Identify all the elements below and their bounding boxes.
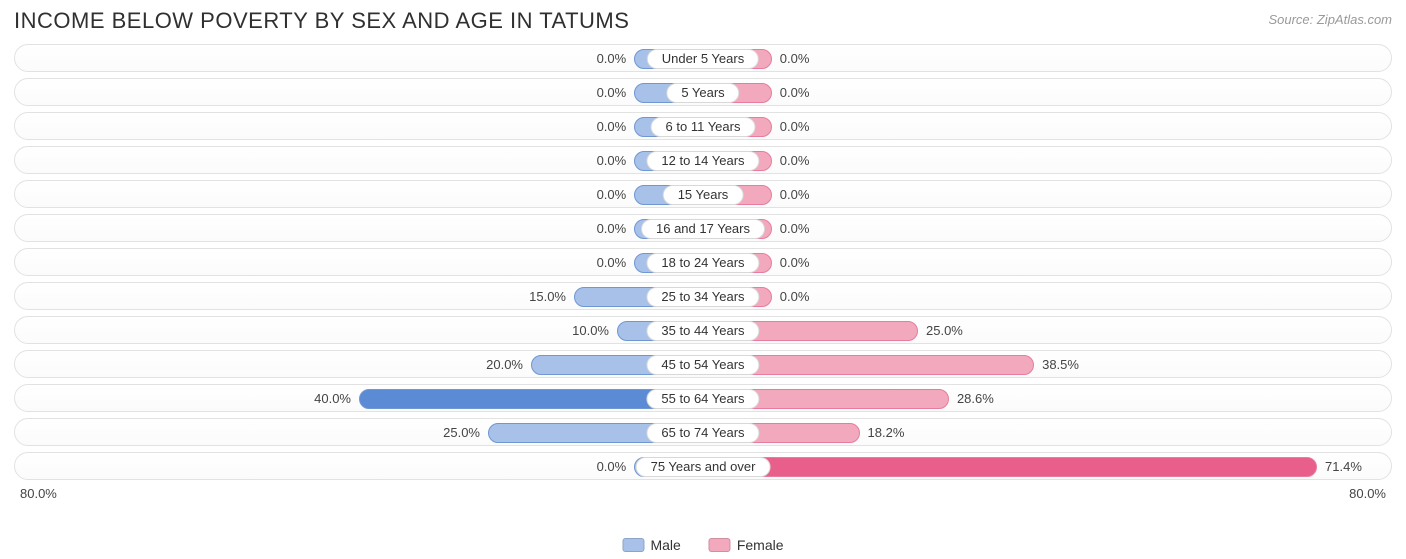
female-bar <box>703 457 1317 477</box>
female-value-label: 0.0% <box>780 79 810 107</box>
chart-row: 0.0% 0.0% 12 to 14 Years <box>14 146 1392 174</box>
chart-row: 0.0% 0.0% 5 Years <box>14 78 1392 106</box>
chart-row: 0.0% 0.0% 18 to 24 Years <box>14 248 1392 276</box>
category-label: 65 to 74 Years <box>646 423 759 443</box>
chart-source: Source: ZipAtlas.com <box>1268 12 1392 27</box>
male-value-label: 0.0% <box>597 147 627 175</box>
category-label: 25 to 34 Years <box>646 287 759 307</box>
poverty-by-sex-age-chart: INCOME BELOW POVERTY BY SEX AND AGE IN T… <box>0 0 1406 559</box>
legend: Male Female <box>622 537 783 553</box>
legend-male-label: Male <box>650 537 680 553</box>
category-label: 18 to 24 Years <box>646 253 759 273</box>
chart-row: 0.0% 0.0% 16 and 17 Years <box>14 214 1392 242</box>
male-value-label: 10.0% <box>572 317 609 345</box>
male-swatch-icon <box>622 538 644 552</box>
chart-row: 20.0% 38.5% 45 to 54 Years <box>14 350 1392 378</box>
male-value-label: 0.0% <box>597 45 627 73</box>
female-value-label: 28.6% <box>957 385 994 413</box>
chart-row: 0.0% 0.0% 6 to 11 Years <box>14 112 1392 140</box>
chart-header: INCOME BELOW POVERTY BY SEX AND AGE IN T… <box>14 8 1392 34</box>
male-value-label: 15.0% <box>529 283 566 311</box>
female-value-label: 0.0% <box>780 215 810 243</box>
male-value-label: 20.0% <box>486 351 523 379</box>
chart-row: 0.0% 71.4% 75 Years and over <box>14 452 1392 480</box>
male-value-label: 0.0% <box>597 249 627 277</box>
female-swatch-icon <box>709 538 731 552</box>
category-label: 45 to 54 Years <box>646 355 759 375</box>
axis-labels: 80.0% 80.0% <box>14 486 1392 501</box>
category-label: 16 and 17 Years <box>641 219 765 239</box>
female-value-label: 0.0% <box>780 181 810 209</box>
chart-row: 10.0% 25.0% 35 to 44 Years <box>14 316 1392 344</box>
chart-row: 15.0% 0.0% 25 to 34 Years <box>14 282 1392 310</box>
chart-rows: 0.0%0.0%Under 5 Years0.0%0.0%5 Years0.0%… <box>14 44 1392 480</box>
chart-row: 0.0% 0.0% Under 5 Years <box>14 44 1392 72</box>
category-label: 75 Years and over <box>636 457 771 477</box>
female-value-label: 0.0% <box>780 45 810 73</box>
female-value-label: 0.0% <box>780 249 810 277</box>
female-value-label: 0.0% <box>780 113 810 141</box>
male-value-label: 25.0% <box>443 419 480 447</box>
male-value-label: 40.0% <box>314 385 351 413</box>
male-value-label: 0.0% <box>597 113 627 141</box>
chart-row: 0.0% 0.0% 15 Years <box>14 180 1392 208</box>
category-label: 12 to 14 Years <box>646 151 759 171</box>
female-value-label: 0.0% <box>780 147 810 175</box>
female-value-label: 25.0% <box>926 317 963 345</box>
male-value-label: 0.0% <box>597 453 627 481</box>
legend-female-label: Female <box>737 537 784 553</box>
axis-max-right: 80.0% <box>1349 486 1386 501</box>
category-label: 35 to 44 Years <box>646 321 759 341</box>
legend-male: Male <box>622 537 680 553</box>
female-value-label: 38.5% <box>1042 351 1079 379</box>
category-label: 55 to 64 Years <box>646 389 759 409</box>
female-value-label: 0.0% <box>780 283 810 311</box>
male-value-label: 0.0% <box>597 181 627 209</box>
male-value-label: 0.0% <box>597 79 627 107</box>
female-value-label: 18.2% <box>868 419 905 447</box>
chart-row: 25.0% 18.2% 65 to 74 Years <box>14 418 1392 446</box>
legend-female: Female <box>709 537 784 553</box>
male-value-label: 0.0% <box>597 215 627 243</box>
chart-title: INCOME BELOW POVERTY BY SEX AND AGE IN T… <box>14 8 629 34</box>
chart-row: 40.0% 28.6% 55 to 64 Years <box>14 384 1392 412</box>
category-label: 5 Years <box>666 83 739 103</box>
female-value-label: 71.4% <box>1325 453 1362 481</box>
category-label: Under 5 Years <box>647 49 759 69</box>
category-label: 6 to 11 Years <box>651 117 756 137</box>
axis-max-left: 80.0% <box>20 486 57 501</box>
category-label: 15 Years <box>663 185 744 205</box>
